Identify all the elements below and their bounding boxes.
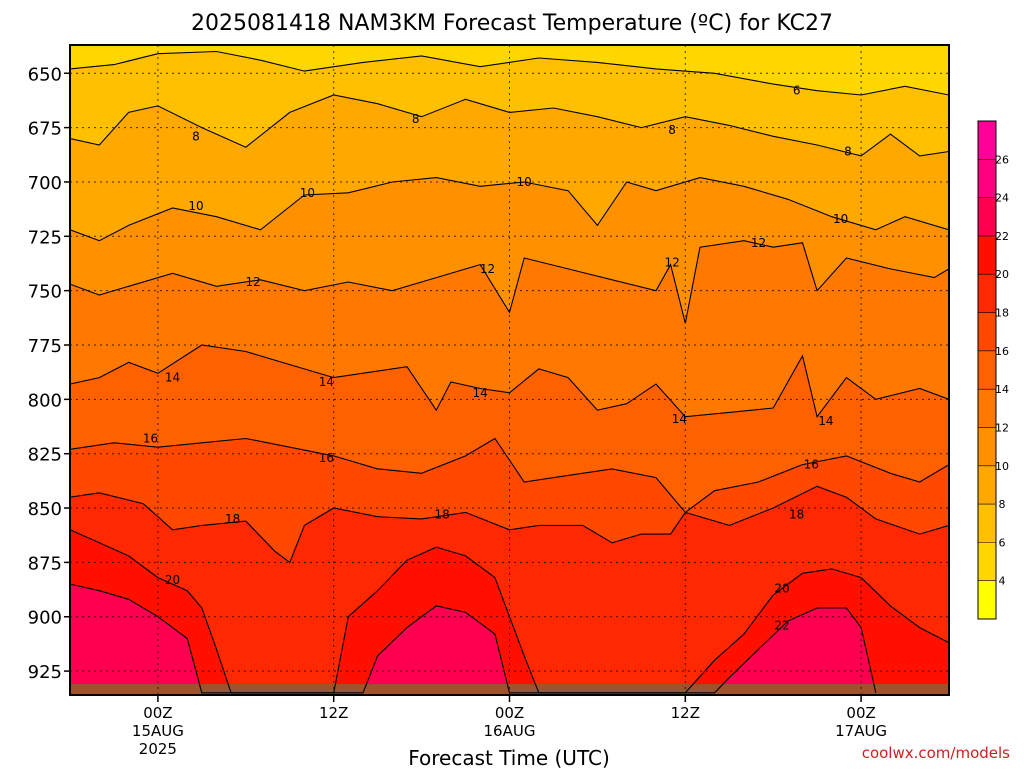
colorbar-label: 20 xyxy=(995,268,1009,281)
y-tick-label: 650 xyxy=(28,64,62,85)
contour-label: 14 xyxy=(818,414,833,428)
contour-line-6 xyxy=(70,50,949,96)
colorbar-label: 18 xyxy=(995,307,1009,320)
y-tick-label: 825 xyxy=(28,445,62,466)
colorbar: 4 6 8 10 12 14 16 18 20 22 24 26 xyxy=(977,120,1009,620)
contour-label: 14 xyxy=(165,371,180,385)
temperature-band-18 xyxy=(70,486,949,695)
contour-label: 22 xyxy=(774,618,789,632)
y-tick-label: 700 xyxy=(28,173,62,194)
y-tick-label: 925 xyxy=(28,662,62,683)
colorbar-segment xyxy=(978,542,996,582)
colorbar-segment xyxy=(978,159,996,199)
y-tick-label: 675 xyxy=(28,119,62,140)
contour-label: 16 xyxy=(143,431,158,445)
contour-label: 18 xyxy=(434,508,449,522)
y-tick-label: 800 xyxy=(28,390,62,411)
contour-label: 12 xyxy=(245,275,260,289)
x-tick-date: 15AUG xyxy=(132,722,184,740)
colorbar-segment xyxy=(978,389,996,428)
contour-label: 14 xyxy=(319,375,334,389)
contour-line-22 xyxy=(70,583,877,694)
colorbar-frame xyxy=(977,120,997,620)
contour-label: 8 xyxy=(668,123,676,137)
contour-label: 10 xyxy=(188,199,203,213)
y-tick-label: 750 xyxy=(28,282,62,303)
credit-text: coolwx.com/models xyxy=(862,744,1010,762)
y-tick-label: 875 xyxy=(28,553,62,574)
contour-label: 14 xyxy=(473,386,488,400)
contour-label: 8 xyxy=(412,112,420,126)
colorbar-segment xyxy=(978,350,996,390)
contour-label: 12 xyxy=(480,262,495,276)
contour-label: 6 xyxy=(793,84,801,98)
colorbar-label: 16 xyxy=(995,345,1009,358)
x-tick-date: 17AUG xyxy=(835,722,887,740)
colorbar-segment xyxy=(978,235,996,275)
x-tick-label: 00Z xyxy=(846,704,875,722)
contour-line-12 xyxy=(70,240,949,324)
y-tick-label: 900 xyxy=(28,608,62,629)
colorbar-segment xyxy=(978,504,996,543)
contour-label: 10 xyxy=(517,175,532,189)
contour-line-20 xyxy=(70,529,949,694)
colorbar-label: 26 xyxy=(995,153,1009,166)
contour-line-8 xyxy=(70,94,949,157)
contour-label: 12 xyxy=(664,255,679,269)
contour-line-16 xyxy=(70,437,949,514)
x-tick-label: 12Z xyxy=(671,704,700,722)
contour-label: 18 xyxy=(789,508,804,522)
colorbar-label: 4 xyxy=(999,575,1006,588)
x-tick-label: 00Z xyxy=(143,704,172,722)
x-tick-year: 2025 xyxy=(139,740,177,758)
contour-label: 10 xyxy=(833,212,848,226)
grid-lines xyxy=(70,45,949,695)
colorbar-segment xyxy=(978,274,996,314)
x-tick-date: 16AUG xyxy=(484,722,536,740)
y-tick-label: 850 xyxy=(28,499,62,520)
contour-labels: 6 8 8 8 8 10 10 10 10 12 12 12 12 14 14 14 14 14 16 16 16 18 1… xyxy=(143,84,852,633)
contour-label: 16 xyxy=(804,458,819,472)
contour-label: 14 xyxy=(672,412,687,426)
y-axis: 650 675 700 725 750 775 800 825 850 875 900 925 xyxy=(28,64,70,683)
x-tick-label: 00Z xyxy=(495,704,524,722)
colorbar-segment xyxy=(978,465,996,505)
colorbar-label: 12 xyxy=(995,421,1009,434)
contour-lines xyxy=(70,50,949,694)
y-tick-label: 725 xyxy=(28,227,62,248)
colorbar-label: 14 xyxy=(995,383,1009,396)
x-tick-label: 12Z xyxy=(319,704,348,722)
contour-label: 8 xyxy=(192,129,200,143)
temperature-band-22 xyxy=(70,584,876,695)
contour-label: 10 xyxy=(300,186,315,200)
contour-label: 12 xyxy=(751,236,766,250)
contour-line-18 xyxy=(70,485,949,564)
colorbar-segment xyxy=(978,121,996,160)
contour-line-14 xyxy=(70,344,949,418)
plot-area xyxy=(70,45,949,695)
colorbar-label: 22 xyxy=(995,230,1009,243)
colorbar-segment xyxy=(978,197,996,237)
contour-label: 8 xyxy=(844,145,852,159)
colorbar-label: 8 xyxy=(999,498,1006,511)
temperature-band-20 xyxy=(70,529,949,695)
colorbar-segment xyxy=(978,580,996,620)
y-tick-label: 775 xyxy=(28,336,62,357)
colorbar-label: 6 xyxy=(999,536,1006,549)
contour-label: 16 xyxy=(319,451,334,465)
chart-title: 2025081418 NAM3KM Forecast Temperature (… xyxy=(191,11,833,36)
colorbar-label: 24 xyxy=(995,192,1009,205)
colorbar-label: 10 xyxy=(995,460,1009,473)
contour-line-10 xyxy=(70,177,949,242)
x-axis-label: Forecast Time (UTC) xyxy=(408,746,610,768)
contour-label: 18 xyxy=(225,512,240,526)
surface-terrain xyxy=(70,684,949,695)
colorbar-segment xyxy=(978,427,996,467)
colorbar-segment xyxy=(978,312,996,352)
contour-label: 20 xyxy=(165,573,180,587)
contour-label: 20 xyxy=(774,581,789,595)
